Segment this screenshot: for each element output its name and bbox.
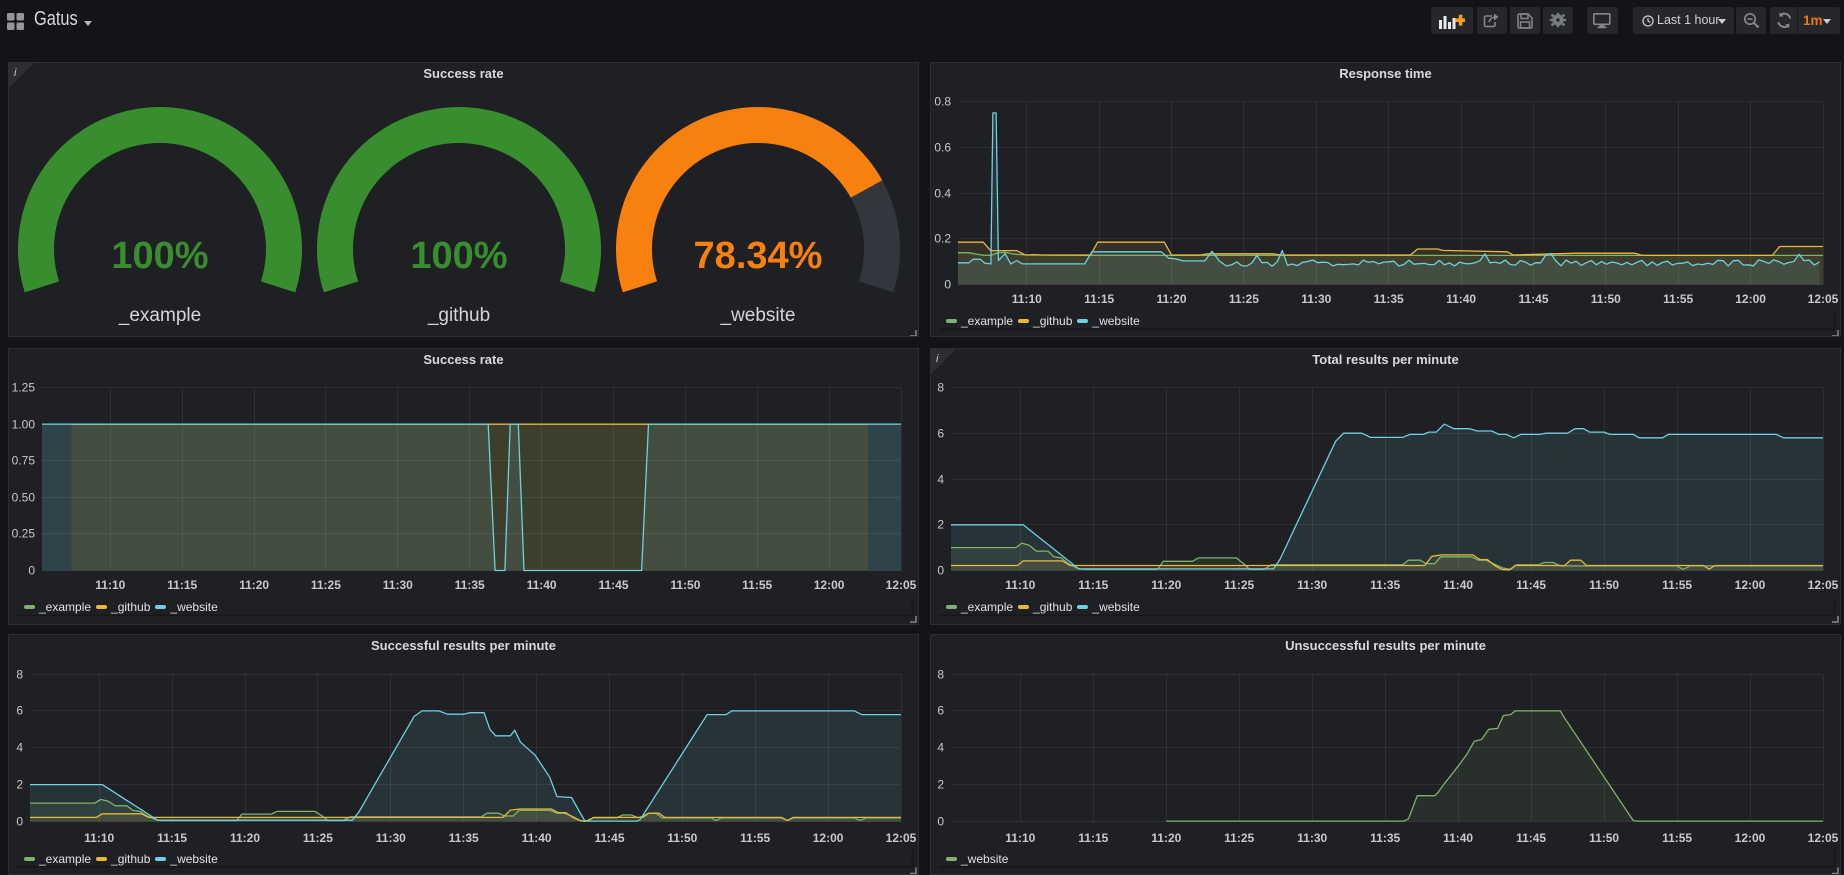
svg-text:11:25: 11:25 <box>311 578 341 592</box>
svg-text:1.25: 1.25 <box>12 381 36 395</box>
svg-text:0.6: 0.6 <box>934 141 951 155</box>
svg-text:11:55: 11:55 <box>742 578 772 592</box>
svg-text:11:30: 11:30 <box>383 578 413 592</box>
svg-text:11:35: 11:35 <box>1370 578 1400 592</box>
svg-text:11:10: 11:10 <box>1005 578 1035 592</box>
svg-text:11:20: 11:20 <box>1151 831 1181 845</box>
svg-text:12:00: 12:00 <box>1735 831 1766 845</box>
svg-text:2: 2 <box>16 778 23 792</box>
svg-text:1.00: 1.00 <box>12 418 36 432</box>
svg-text:8: 8 <box>937 668 944 682</box>
svg-text:0: 0 <box>937 564 944 578</box>
svg-text:11:55: 11:55 <box>1662 578 1692 592</box>
svg-text:i: i <box>14 67 17 79</box>
svg-text:11:30: 11:30 <box>1297 578 1327 592</box>
svg-text:11:45: 11:45 <box>598 578 628 592</box>
svg-text:11:15: 11:15 <box>157 831 187 845</box>
svg-text:11:30: 11:30 <box>376 831 406 845</box>
svg-text:12:05: 12:05 <box>1808 292 1839 306</box>
svg-text:11:55: 11:55 <box>1663 292 1693 306</box>
svg-text:11:50: 11:50 <box>667 831 697 845</box>
svg-text:11:50: 11:50 <box>1589 831 1619 845</box>
svg-text:i: i <box>936 353 939 365</box>
svg-text:11:15: 11:15 <box>1084 292 1114 306</box>
svg-text:12:00: 12:00 <box>814 578 845 592</box>
svg-text:11:20: 11:20 <box>1151 578 1181 592</box>
svg-text:11:40: 11:40 <box>522 831 552 845</box>
svg-text:11:15: 11:15 <box>167 578 197 592</box>
svg-text:11:45: 11:45 <box>1516 831 1546 845</box>
svg-text:12:05: 12:05 <box>886 831 917 845</box>
svg-text:11:15: 11:15 <box>1078 831 1108 845</box>
svg-text:0: 0 <box>16 815 23 829</box>
svg-text:0.25: 0.25 <box>12 527 36 541</box>
svg-text:11:40: 11:40 <box>1443 831 1473 845</box>
svg-text:2: 2 <box>937 518 944 532</box>
svg-text:11:15: 11:15 <box>1078 578 1108 592</box>
svg-text:8: 8 <box>16 668 23 682</box>
svg-text:11:30: 11:30 <box>1297 831 1327 845</box>
svg-text:11:50: 11:50 <box>1589 578 1619 592</box>
svg-text:8: 8 <box>937 381 944 395</box>
svg-text:11:40: 11:40 <box>527 578 557 592</box>
svg-text:0.50: 0.50 <box>12 491 36 505</box>
svg-text:0.2: 0.2 <box>934 232 951 246</box>
svg-text:11:45: 11:45 <box>1518 292 1548 306</box>
svg-text:11:45: 11:45 <box>1516 578 1546 592</box>
svg-text:78.34%: 78.34% <box>694 235 823 277</box>
svg-text:11:20: 11:20 <box>230 831 260 845</box>
svg-text:_example: _example <box>118 305 201 326</box>
svg-text:0.4: 0.4 <box>934 187 951 201</box>
svg-text:6: 6 <box>16 704 23 718</box>
svg-text:2: 2 <box>937 778 944 792</box>
svg-text:0: 0 <box>937 815 944 829</box>
svg-text:0: 0 <box>28 564 35 578</box>
svg-text:12:05: 12:05 <box>1808 578 1839 592</box>
svg-text:11:55: 11:55 <box>1662 831 1692 845</box>
svg-text:11:50: 11:50 <box>1591 292 1621 306</box>
svg-text:11:35: 11:35 <box>1374 292 1404 306</box>
svg-text:4: 4 <box>937 741 944 755</box>
svg-text:11:40: 11:40 <box>1446 292 1476 306</box>
svg-text:11:40: 11:40 <box>1443 578 1473 592</box>
svg-text:6: 6 <box>937 427 944 441</box>
svg-text:12:05: 12:05 <box>886 578 917 592</box>
svg-text:0.75: 0.75 <box>12 454 36 468</box>
svg-text:12:05: 12:05 <box>1808 831 1839 845</box>
svg-text:100%: 100% <box>111 235 208 277</box>
svg-text:11:10: 11:10 <box>1005 831 1035 845</box>
svg-text:100%: 100% <box>410 235 507 277</box>
svg-text:6: 6 <box>937 704 944 718</box>
svg-text:4: 4 <box>16 741 23 755</box>
svg-text:11:25: 11:25 <box>1229 292 1259 306</box>
svg-text:_website: _website <box>720 305 796 326</box>
svg-text:11:35: 11:35 <box>449 831 479 845</box>
svg-text:_github: _github <box>427 305 490 326</box>
svg-text:4: 4 <box>937 473 944 487</box>
svg-text:11:10: 11:10 <box>1012 292 1042 306</box>
svg-text:0: 0 <box>944 278 951 292</box>
svg-text:12:00: 12:00 <box>813 831 844 845</box>
svg-text:11:30: 11:30 <box>1301 292 1331 306</box>
svg-text:11:25: 11:25 <box>1224 578 1254 592</box>
svg-text:11:20: 11:20 <box>239 578 269 592</box>
svg-text:0.8: 0.8 <box>934 95 951 109</box>
svg-text:11:45: 11:45 <box>594 831 624 845</box>
svg-text:12:00: 12:00 <box>1735 292 1766 306</box>
svg-text:11:25: 11:25 <box>303 831 333 845</box>
svg-text:11:10: 11:10 <box>84 831 114 845</box>
svg-text:11:20: 11:20 <box>1156 292 1186 306</box>
svg-text:11:25: 11:25 <box>1224 831 1254 845</box>
svg-text:12:00: 12:00 <box>1735 578 1766 592</box>
svg-text:11:50: 11:50 <box>670 578 700 592</box>
svg-text:11:35: 11:35 <box>455 578 485 592</box>
svg-text:11:10: 11:10 <box>95 578 125 592</box>
svg-text:11:35: 11:35 <box>1370 831 1400 845</box>
svg-text:11:55: 11:55 <box>740 831 770 845</box>
